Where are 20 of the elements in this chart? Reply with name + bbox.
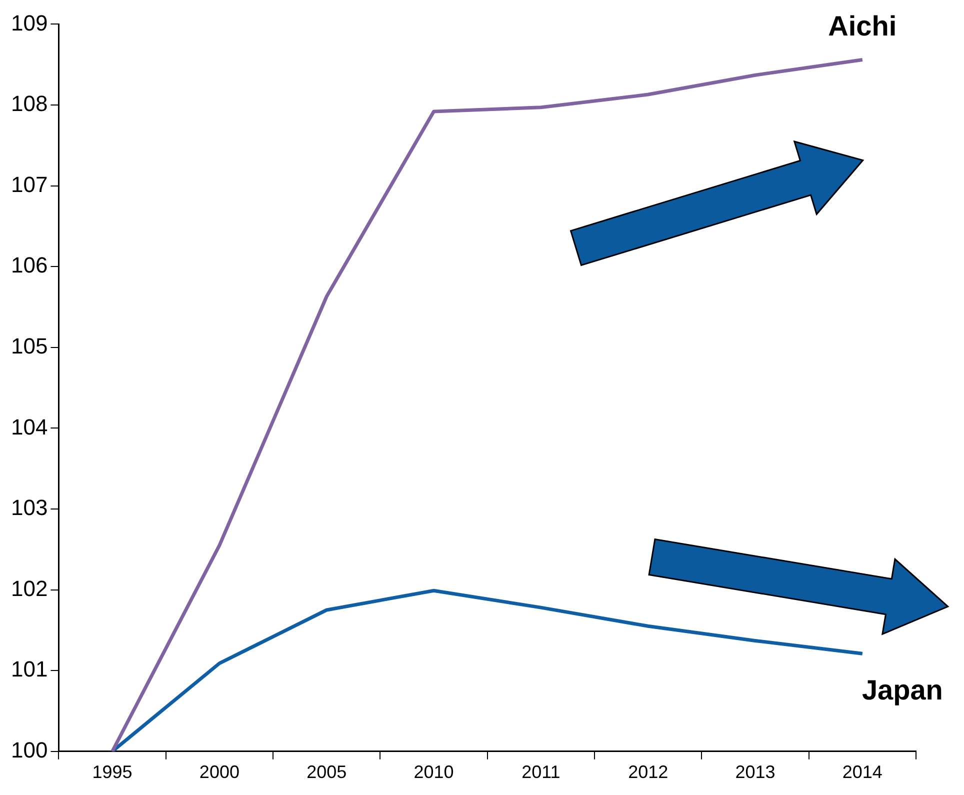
series-label: Aichi xyxy=(828,10,897,42)
y-tick-label: 106 xyxy=(10,252,48,278)
y-tick-label: 107 xyxy=(10,172,48,197)
x-tick-label: 2014 xyxy=(842,762,882,782)
x-tick-label: 2010 xyxy=(414,762,454,782)
y-tick-label: 104 xyxy=(10,414,48,440)
x-tick-label: 1995 xyxy=(92,762,132,782)
y-tick-label: 109 xyxy=(10,10,48,36)
y-tick-label: 103 xyxy=(10,495,48,520)
x-tick-label: 2011 xyxy=(522,762,560,782)
x-tick-label: 2000 xyxy=(199,762,240,782)
x-tick-label: 2012 xyxy=(628,762,668,782)
series-label: Japan xyxy=(862,674,943,706)
y-tick-label: 108 xyxy=(10,91,48,116)
y-tick-label: 101 xyxy=(10,656,48,682)
y-tick-label: 105 xyxy=(10,333,48,358)
x-tick-label: 2013 xyxy=(735,762,776,782)
y-tick-label: 100 xyxy=(10,737,48,762)
y-tick-label: 102 xyxy=(10,576,48,601)
x-tick-label: 2005 xyxy=(306,762,347,782)
